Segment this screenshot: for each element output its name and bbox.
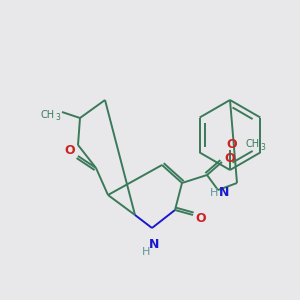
Text: N: N (149, 238, 159, 250)
Text: O: O (225, 152, 235, 164)
Text: O: O (196, 212, 206, 224)
Text: 3: 3 (56, 113, 60, 122)
Text: N: N (219, 187, 229, 200)
Text: CH: CH (41, 110, 55, 120)
Text: O: O (65, 145, 75, 158)
Text: 3: 3 (260, 142, 265, 152)
Text: CH: CH (246, 139, 260, 149)
Text: H: H (210, 188, 218, 198)
Text: H: H (142, 247, 150, 257)
Text: O: O (227, 137, 237, 151)
